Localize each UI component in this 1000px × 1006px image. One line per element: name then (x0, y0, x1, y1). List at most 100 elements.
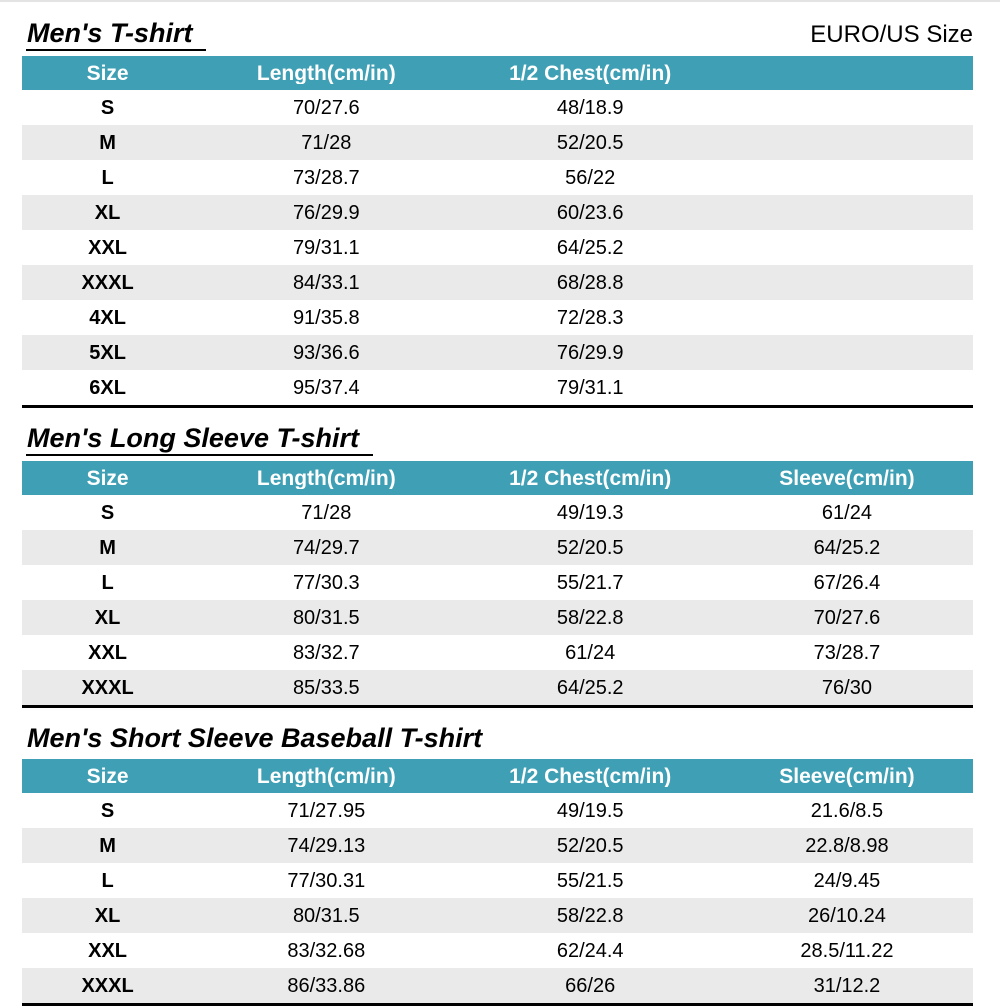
table-row: XL 80/31.5 58/22.8 26/10.24 (22, 898, 973, 933)
value-cell: 26/10.24 (808, 905, 886, 926)
size-table: Size Length(cm/in) 1/2 Chest(cm/in) Sleeve(… (22, 461, 973, 708)
value-cell: 68/28.8 (556, 272, 624, 293)
region-size-label: EURO/US Size (810, 21, 973, 48)
table-header-row: Size Length(cm/in) 1/2 Chest(cm/in) Sleeve(… (22, 461, 973, 495)
value-cell: 49/19.3 (556, 502, 624, 523)
value-cell: 79/31.1 (556, 377, 624, 398)
value-cell: 70/27.6 (292, 97, 360, 118)
size-cell: M (99, 537, 116, 558)
size-cell: XXXL (81, 272, 134, 293)
value-cell: 64/25.2 (556, 677, 624, 698)
table-row: M 71/28 52/20.5 (22, 125, 973, 160)
table-row: XXL 83/32.68 62/24.4 28.5/11.22 (22, 933, 973, 968)
table-row: M 74/29.13 52/20.5 22.8/8.98 (22, 828, 973, 863)
value-cell: 83/32.68 (287, 940, 366, 961)
size-cell: XL (94, 202, 121, 223)
size-cell: XL (94, 905, 121, 926)
column-header: Sleeve(cm/in) (779, 765, 915, 787)
table-row: L 73/28.7 56/22 (22, 160, 973, 195)
table-title: Men's T-shirt (26, 18, 207, 51)
size-cell: S (100, 502, 115, 523)
table-row: XXL 83/32.7 61/24 73/28.7 (22, 635, 973, 670)
value-cell: 71/28 (301, 502, 352, 523)
size-cell: XXXL (81, 677, 134, 698)
value-cell: 55/21.5 (556, 870, 624, 891)
value-cell: 64/25.2 (813, 537, 881, 558)
value-cell: 73/28.7 (292, 167, 360, 188)
value-cell: 60/23.6 (556, 202, 624, 223)
size-cell: M (99, 835, 116, 856)
table-header-row: Size Length(cm/in) 1/2 Chest(cm/in) (22, 56, 973, 90)
value-cell: 91/35.8 (292, 307, 360, 328)
column-header: Size (86, 62, 129, 84)
column-header: Length(cm/in) (256, 467, 396, 489)
table-row: 6XL 95/37.4 79/31.1 (22, 370, 973, 405)
value-cell: 55/21.7 (556, 572, 624, 593)
value-cell: 86/33.86 (287, 975, 366, 996)
table-row: L 77/30.3 55/21.7 67/26.4 (22, 565, 973, 600)
value-cell: 22.8/8.98 (805, 835, 889, 856)
value-cell: 64/25.2 (556, 237, 624, 258)
size-cell: L (101, 167, 114, 188)
value-cell: 84/33.1 (292, 272, 360, 293)
table-row: S 71/28 49/19.3 61/24 (22, 495, 973, 530)
size-cell: XXL (88, 940, 128, 961)
table-row: L 77/30.31 55/21.5 24/9.45 (22, 863, 973, 898)
table-row: XXL 79/31.1 64/25.2 (22, 230, 973, 265)
value-cell: 74/29.7 (292, 537, 360, 558)
value-cell: 76/29.9 (292, 202, 360, 223)
size-cell: XXL (88, 237, 128, 258)
value-cell: 77/30.31 (287, 870, 366, 891)
title-row: Men's Short Sleeve Baseball T-shirt (22, 723, 973, 754)
table-row: XXXL 85/33.5 64/25.2 76/30 (22, 670, 973, 705)
value-cell: 58/22.8 (556, 607, 624, 628)
size-chart-section: Men's Short Sleeve Baseball T-shirt Size L… (22, 723, 973, 1006)
size-cell: 5XL (89, 342, 126, 363)
table-row: XL 76/29.9 60/23.6 (22, 195, 973, 230)
size-chart-section: Men's Long Sleeve T-shirt Size Length(cm/i… (22, 423, 973, 708)
column-header: 1/2 Chest(cm/in) (509, 765, 672, 787)
value-cell: 83/32.7 (292, 642, 360, 663)
column-header: Size (86, 467, 129, 489)
size-cell: XL (94, 607, 121, 628)
size-cell: L (101, 870, 114, 891)
size-cell: S (100, 800, 115, 821)
table-row: 4XL 91/35.8 72/28.3 (22, 300, 973, 335)
size-cell: S (100, 97, 115, 118)
column-header: 1/2 Chest(cm/in) (509, 467, 672, 489)
value-cell: 58/22.8 (556, 905, 624, 926)
size-cell: XXL (88, 642, 128, 663)
value-cell: 80/31.5 (292, 607, 360, 628)
value-cell: 71/27.95 (287, 800, 366, 821)
value-cell: 52/20.5 (556, 537, 624, 558)
size-charts: Men's T-shirt EURO/US Size Size Length(cm/i… (22, 18, 973, 1006)
value-cell: 24/9.45 (813, 870, 881, 891)
value-cell: 49/19.5 (556, 800, 624, 821)
column-header: 1/2 Chest(cm/in) (509, 62, 672, 84)
value-cell: 52/20.5 (556, 835, 624, 856)
size-table: Size Length(cm/in) 1/2 Chest(cm/in) Sleeve(… (22, 759, 973, 1006)
size-chart-section: Men's T-shirt EURO/US Size Size Length(cm/i… (22, 18, 973, 408)
table-row: 5XL 93/36.6 76/29.9 (22, 335, 973, 370)
size-cell: 6XL (89, 377, 126, 398)
title-row: Men's Long Sleeve T-shirt (22, 423, 973, 456)
size-cell: L (101, 572, 114, 593)
table-row: S 70/27.6 48/18.9 (22, 90, 973, 125)
table-header-row: Size Length(cm/in) 1/2 Chest(cm/in) Sleeve(… (22, 759, 973, 793)
value-cell: 76/30 (821, 677, 872, 698)
column-header: Size (86, 765, 129, 787)
size-cell: XXXL (81, 975, 134, 996)
size-cell: 4XL (89, 307, 126, 328)
size-cell: M (99, 132, 116, 153)
value-cell: 79/31.1 (292, 237, 360, 258)
value-cell: 66/26 (565, 975, 616, 996)
value-cell: 28.5/11.22 (800, 940, 894, 961)
table-row: XXXL 84/33.1 68/28.8 (22, 265, 973, 300)
column-header: Length(cm/in) (256, 62, 396, 84)
value-cell: 71/28 (301, 132, 352, 153)
value-cell: 48/18.9 (556, 97, 624, 118)
value-cell: 95/37.4 (292, 377, 360, 398)
value-cell: 93/36.6 (292, 342, 360, 363)
table-row: XXXL 86/33.86 66/26 31/12.2 (22, 968, 973, 1003)
